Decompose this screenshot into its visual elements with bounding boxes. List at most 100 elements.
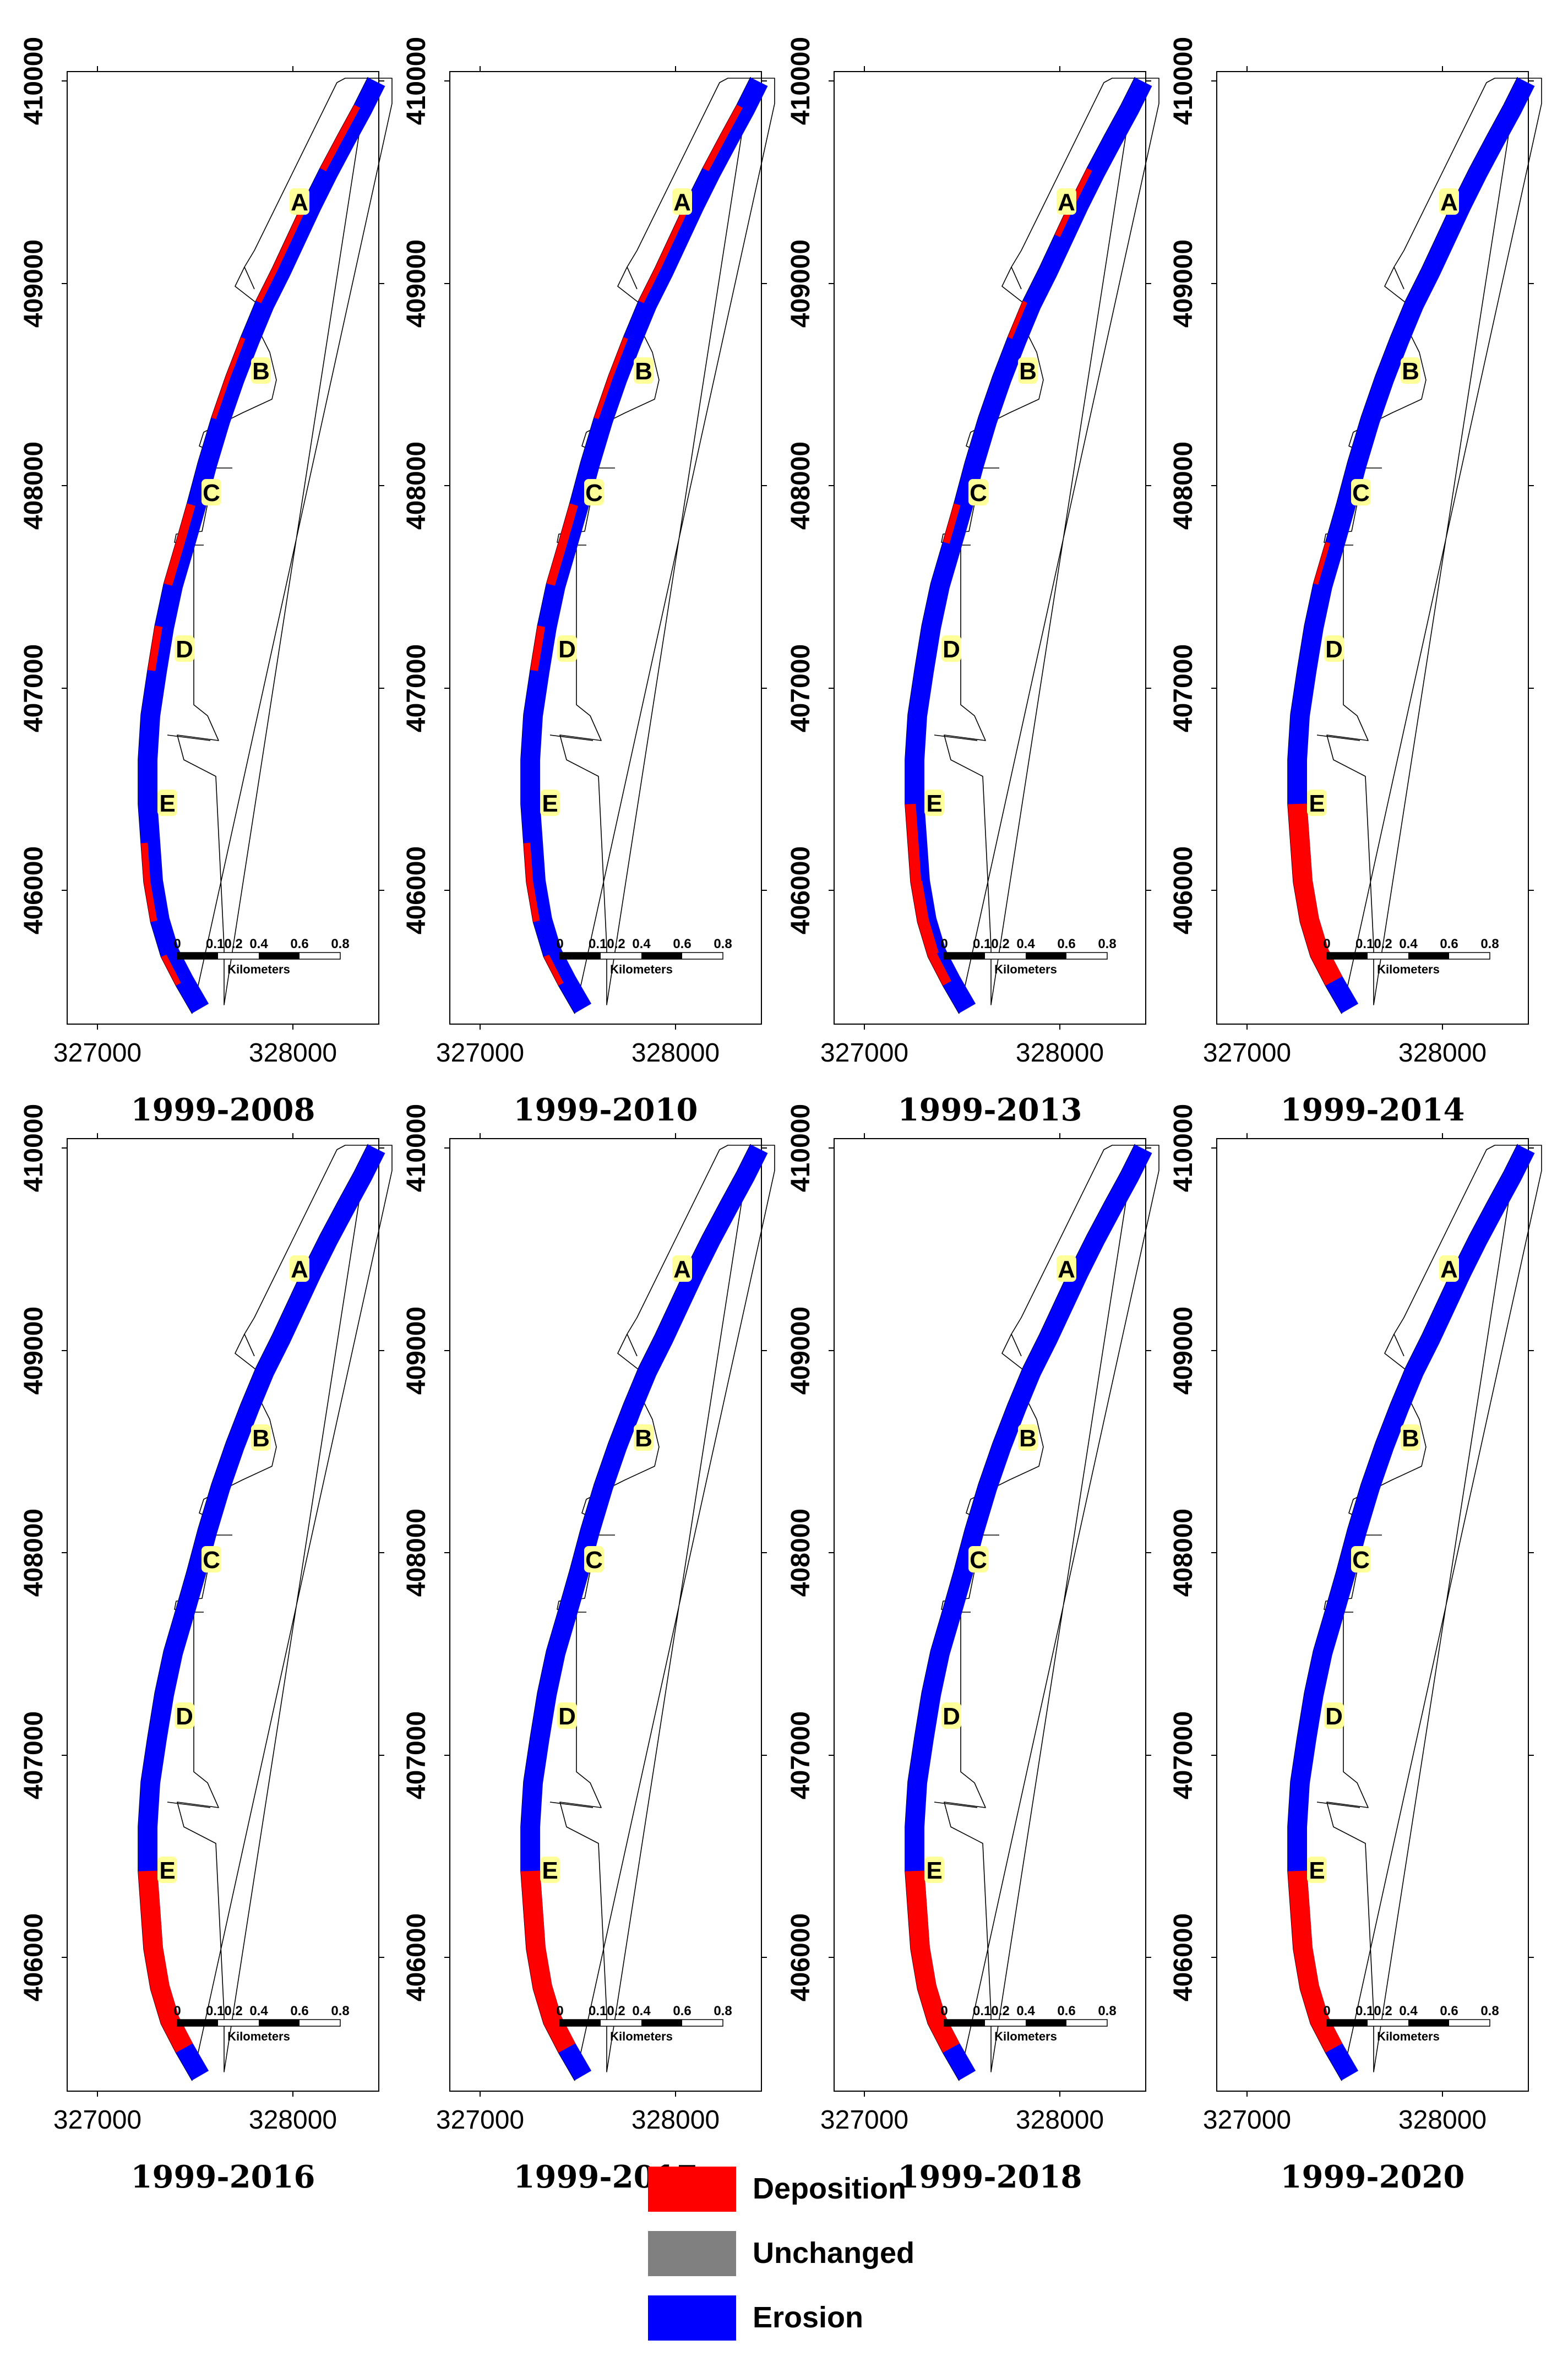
zone-label-bg [1307,1857,1327,1883]
scalebar-tick-label: 0.6 [290,937,308,951]
scalebar-unit: Kilometers [994,2029,1057,2043]
zone-label-a: A [1058,1256,1075,1283]
zone-divider [627,266,638,290]
zone-divider [934,734,978,741]
deposition-segment [148,625,163,671]
zone-label-d: D [558,1703,576,1730]
map-panel: A B C D E 410000 409000 408000 407000 406000 32700… [402,37,775,1128]
x-tick-label: 327000 [820,1038,908,1068]
scalebar-tick-label: 0 [173,2004,181,2018]
zone-divider [167,1802,211,1808]
zone-label-bg [1439,1255,1459,1282]
y-tick-label: 406000 [402,1913,431,2001]
zone-label-bg [1018,1424,1038,1451]
x-tick-label: 327000 [53,1038,141,1068]
panel-title: 1999-2014 [1281,1092,1465,1128]
deposition-segment [524,842,540,922]
y-tick-label: 408000 [786,442,815,530]
x-tick-label: 327000 [1203,2105,1291,2135]
x-tick-label: 328000 [631,1038,720,1068]
deposition-segment [255,201,309,303]
scalebar-tick-label: 0.4 [632,2004,651,2018]
zone-label-b: B [1019,358,1037,385]
deposition-segment [703,105,743,171]
y-tick-label: 406000 [786,1913,815,2001]
zone-label-c: C [1352,1547,1370,1574]
scalebar-tick-label: 0.8 [1480,2004,1499,2018]
map-frame [67,71,379,1025]
scalebar-unit: Kilometers [610,2029,673,2043]
legend-label-erosion: Erosion [753,2301,863,2334]
y-tick-label: 410000 [1169,37,1198,125]
scalebar-tick-label: 0.4 [1016,937,1035,951]
deposition-segment [638,201,692,303]
deposition-segment [530,625,546,671]
zone-divider [1316,734,1360,741]
zone-label-bg [672,188,692,215]
scalebar-tick-label: 0.10.2 [206,2004,243,2018]
y-tick-label: 406000 [786,846,815,934]
x-tick-label: 328000 [1016,2105,1104,2135]
zone-label-d: D [943,636,960,663]
zone-label-bg [1018,357,1038,384]
panel-title: 1999-2010 [514,1092,698,1128]
scalebar-tick-label: 0.8 [714,2004,732,2018]
zone-label-bg [540,1857,560,1883]
zone-label-bg [290,1255,309,1282]
zone-label-c: C [970,480,987,507]
x-tick-label: 328000 [1016,1038,1104,1068]
zone-label-bg [540,790,560,816]
zone-divider [1011,266,1022,290]
zone-divider [549,734,594,741]
deposition-segment [928,953,951,986]
zone-label-bg [175,1702,194,1729]
x-tick-label: 328000 [1398,2105,1487,2135]
deposition-segment [138,1870,193,2053]
zone-label-bg [941,1702,961,1729]
zone-label-bg [941,635,961,662]
y-tick-label: 410000 [402,37,431,125]
scalebar-segment [641,2020,682,2026]
zone-label-d: D [943,1703,960,1730]
zone-label-bg [251,1424,271,1451]
deposition-segment [1288,803,1343,986]
scalebar-segment [1026,2020,1066,2026]
deposition-segment [905,1870,960,2053]
scalebar-unit: Kilometers [227,2029,290,2043]
scalebar-tick-label: 0.4 [249,937,268,951]
deposition-segment [1008,301,1027,339]
zone-divider [244,1334,255,1357]
y-tick-label: 410000 [19,1104,48,1192]
y-tick-label: 409000 [1169,1307,1198,1395]
scalebar-tick-label: 0.4 [249,2004,268,2018]
legend-swatch-erosion [648,2295,736,2341]
zone-label-d: D [558,636,576,663]
zone-divider [1011,1334,1022,1357]
legend-swatch-unchanged [648,2231,736,2276]
y-tick-label: 407000 [19,644,48,732]
x-tick-label: 328000 [631,2105,720,2135]
scalebar-tick-label: 0 [556,2004,563,2018]
y-tick-label: 407000 [1169,1711,1198,1799]
zone-label-bg [202,479,221,505]
zone-label-e: E [1309,1857,1325,1884]
zone-divider [549,1802,594,1808]
zone-label-a: A [291,189,308,216]
scalebar-tick-label: 0.8 [1480,937,1499,951]
deposition-segment [521,1870,576,2053]
zone-label-bg [1401,1424,1420,1451]
y-tick-label: 409000 [1169,240,1198,328]
legend-swatch-deposition [648,2167,736,2212]
x-tick-label: 328000 [249,2105,337,2135]
deposition-segment [1313,542,1331,585]
scalebar-tick-label: 0.6 [290,2004,308,2018]
y-tick-label: 407000 [786,1711,815,1799]
zone-label-bg [634,1424,654,1451]
scalebar-tick-label: 0.6 [1057,937,1075,951]
zone-label-a: A [673,1256,691,1283]
zone-label-b: B [635,1425,652,1452]
deposition-segment [211,337,246,420]
scalebar-tick-label: 0 [173,937,181,951]
zone-label-b: B [1402,1425,1419,1452]
scalebar-tick-label: 0.8 [331,937,349,951]
